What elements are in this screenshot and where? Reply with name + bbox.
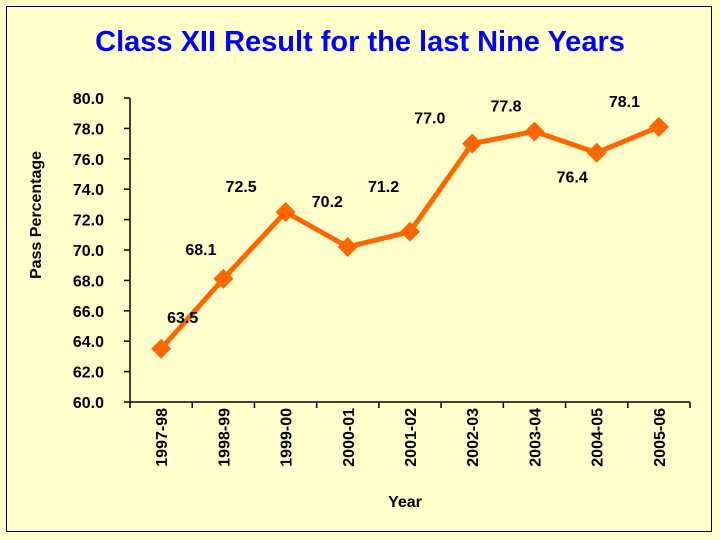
y-tick-label: 62.0	[73, 365, 104, 382]
data-label: 68.1	[185, 242, 216, 259]
data-label: 76.4	[557, 170, 588, 187]
y-tick-label: 80.0	[73, 91, 104, 108]
x-tick-label: 2001-02	[403, 408, 420, 467]
chart-title: Class XII Result for the last Nine Years	[95, 26, 625, 58]
y-tick-label: 66.0	[73, 304, 104, 321]
y-tick-label: 68.0	[73, 273, 104, 290]
data-point-marker	[275, 202, 296, 222]
data-label: 77.0	[414, 111, 445, 128]
data-point-marker	[586, 142, 607, 163]
x-tick-label: 2000-01	[341, 408, 358, 467]
chart-frame	[6, 6, 712, 532]
data-point-marker	[400, 221, 420, 242]
x-axis-title: Year	[388, 494, 422, 511]
y-tick-label: 64.0	[73, 334, 104, 351]
data-point-marker	[151, 338, 172, 359]
data-point-marker	[462, 133, 483, 154]
data-label: 72.5	[226, 179, 257, 196]
x-tick-label: 2002-03	[465, 408, 482, 467]
x-tick-label: 1998-99	[216, 408, 233, 467]
y-axis-title: Pass Percentage	[28, 151, 45, 279]
data-point-marker	[524, 121, 545, 142]
x-tick-label: 1997-98	[154, 408, 171, 467]
data-label: 71.2	[368, 179, 399, 196]
y-tick-label: 72.0	[73, 213, 104, 230]
x-tick-label: 2005-06	[652, 408, 669, 467]
data-point-marker	[337, 236, 358, 257]
y-tick-label: 70.0	[73, 243, 104, 260]
y-tick-label: 60.0	[73, 395, 104, 412]
data-label: 78.1	[609, 94, 640, 111]
data-point-marker	[648, 116, 669, 137]
y-tick-label: 74.0	[73, 182, 104, 199]
x-tick-label: 2003-04	[527, 408, 544, 467]
data-label: 63.5	[167, 310, 198, 327]
y-tick-label: 78.0	[73, 121, 104, 138]
data-point-marker	[213, 268, 234, 289]
x-tick-label: 2004-05	[590, 408, 607, 467]
data-label: 77.8	[490, 98, 521, 115]
y-tick-label: 76.0	[73, 152, 104, 169]
x-tick-label: 1999-00	[279, 408, 296, 467]
data-label: 70.2	[312, 194, 343, 211]
